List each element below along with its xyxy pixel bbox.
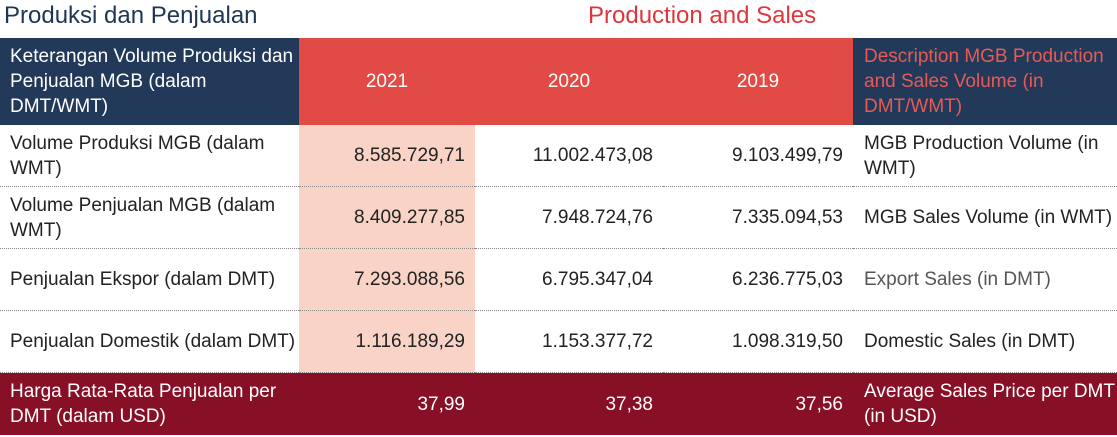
price-2019: 37,56 [663, 372, 853, 435]
cell-2021: 8.585.729,71 [299, 125, 475, 187]
page-title-id: Produksi dan Penjualan [4, 2, 258, 29]
cell-2019: 9.103.499,79 [663, 125, 853, 187]
table-row: Volume Penjualan MGB (dalam WMT) 8.409.2… [0, 186, 1117, 249]
price-label-en: Average Sales Price per DMT (in USD) [853, 372, 1117, 435]
cell-2019: 1.098.319,50 [663, 310, 853, 373]
row-label-en: MGB Sales Volume (in WMT) [853, 186, 1117, 249]
page-title-en: Production and Sales [588, 2, 817, 29]
row-label-id: Volume Produksi MGB (dalam WMT) [0, 125, 299, 187]
cell-2021: 8.409.277,85 [299, 186, 475, 249]
header-year-2021: 2021 [299, 38, 475, 125]
price-2021: 37,99 [299, 372, 475, 435]
price-row: Harga Rata-Rata Penjualan per DMT (dalam… [0, 372, 1117, 435]
cell-2020: 7.948.724,76 [475, 186, 663, 249]
row-label-en: Export Sales (in DMT) [853, 248, 1117, 311]
header-desc-en: Description MGB Production and Sales Vol… [853, 38, 1117, 125]
cell-2020: 6.795.347,04 [475, 248, 663, 311]
cell-2021: 7.293.088,56 [299, 248, 475, 311]
row-label-id: Penjualan Ekspor (dalam DMT) [0, 248, 299, 311]
cell-2019: 7.335.094,53 [663, 186, 853, 249]
header-year-2020: 2020 [475, 38, 663, 125]
row-label-en: Domestic Sales (in DMT) [853, 310, 1117, 373]
row-label-en: MGB Production Volume (in WMT) [853, 125, 1117, 187]
table-header-row: Keterangan Volume Produksi dan Penjualan… [0, 38, 1117, 125]
cell-2021: 1.116.189,29 [299, 310, 475, 373]
row-label-id: Volume Penjualan MGB (dalam WMT) [0, 186, 299, 249]
row-label-id: Penjualan Domestik (dalam DMT) [0, 310, 299, 373]
cell-2020: 11.002.473,08 [475, 125, 663, 187]
cell-2019: 6.236.775,03 [663, 248, 853, 311]
header-year-2019: 2019 [663, 38, 853, 125]
price-2020: 37,38 [475, 372, 663, 435]
table-row: Penjualan Domestik (dalam DMT) 1.116.189… [0, 310, 1117, 373]
cell-2020: 1.153.377,72 [475, 310, 663, 373]
price-label-id: Harga Rata-Rata Penjualan per DMT (dalam… [0, 372, 299, 435]
table-row: Volume Produksi MGB (dalam WMT) 8.585.72… [0, 125, 1117, 187]
table-row: Penjualan Ekspor (dalam DMT) 7.293.088,5… [0, 248, 1117, 311]
header-desc-id: Keterangan Volume Produksi dan Penjualan… [0, 38, 299, 125]
production-sales-table: Keterangan Volume Produksi dan Penjualan… [0, 38, 1117, 435]
